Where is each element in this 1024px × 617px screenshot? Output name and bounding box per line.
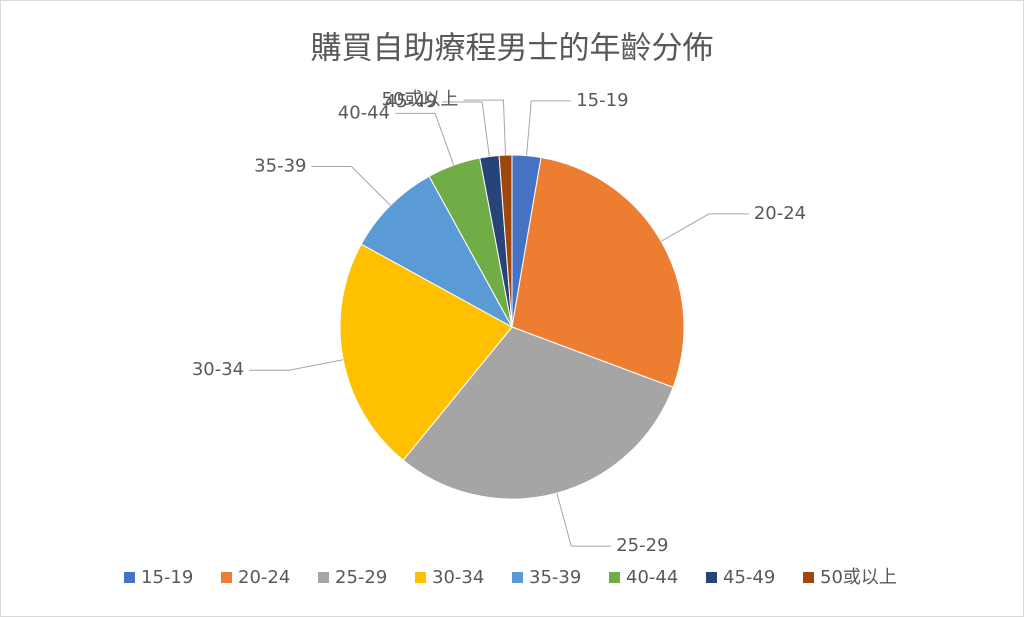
legend-swatch xyxy=(609,572,620,583)
leader-line xyxy=(395,112,455,166)
data-label: 45-49 xyxy=(385,91,437,112)
data-label: 25-29 xyxy=(616,535,668,556)
data-label: 15-19 xyxy=(576,90,628,111)
leader-line xyxy=(526,100,572,156)
legend-swatch xyxy=(415,572,426,583)
legend-swatch xyxy=(803,572,814,583)
legend-label: 30-34 xyxy=(432,567,484,588)
leader-line xyxy=(463,99,507,156)
chart-title: 購買自助療程男士的年齡分佈 xyxy=(311,31,714,67)
data-label: 35-39 xyxy=(254,155,306,176)
legend-label: 25-29 xyxy=(335,567,387,588)
data-label: 30-34 xyxy=(192,359,244,380)
leader-line xyxy=(249,359,344,371)
legend-swatch xyxy=(124,572,135,583)
leader-line xyxy=(556,492,612,547)
leader-line xyxy=(660,213,749,242)
legend-label: 45-49 xyxy=(723,567,775,588)
legend-swatch xyxy=(318,572,329,583)
pie-slice xyxy=(498,154,513,328)
legend-swatch xyxy=(512,572,523,583)
legend-label: 35-39 xyxy=(529,567,581,588)
pie-slice xyxy=(360,175,514,329)
legend-swatch xyxy=(706,572,717,583)
data-label: 20-24 xyxy=(754,203,806,224)
leader-line xyxy=(311,165,391,206)
legend-label: 20-24 xyxy=(238,567,290,588)
legend-label: 50或以上 xyxy=(820,567,897,588)
data-label: 50或以上 xyxy=(382,89,459,110)
legend-label: 15-19 xyxy=(141,567,193,588)
legend-label: 40-44 xyxy=(626,567,678,588)
legend-swatch xyxy=(221,572,232,583)
leader-line xyxy=(442,101,490,157)
data-label: 40-44 xyxy=(338,102,390,123)
